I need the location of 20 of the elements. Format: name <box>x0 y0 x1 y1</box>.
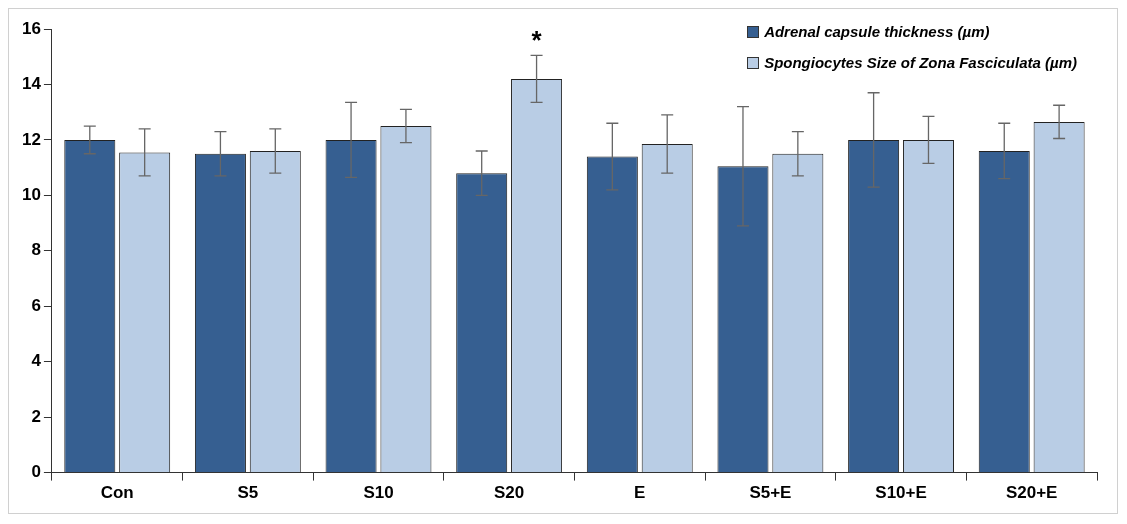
y-tick-label: 14 <box>21 74 42 94</box>
x-tick-label: E <box>634 483 646 503</box>
y-tick-label: 6 <box>31 295 41 315</box>
y-tick-label: 10 <box>21 185 41 205</box>
y-tick-label: 12 <box>21 129 41 149</box>
y-tick-label: 4 <box>31 351 42 371</box>
x-tick-label: S20+E <box>1005 483 1058 503</box>
x-tick-label: S10+E <box>875 483 927 503</box>
y-tick-label: 16 <box>21 18 41 38</box>
y-tick-label: 0 <box>31 462 41 482</box>
y-tick-label: 2 <box>31 406 41 426</box>
x-tick-label: S5+E <box>749 483 792 503</box>
x-tick-label: S10 <box>363 483 394 503</box>
y-tick-label: 8 <box>31 240 41 260</box>
legend-label: Spongiocytes Size of Zona Fasciculata (µm) <box>764 54 1077 71</box>
x-tick-label: S5 <box>237 483 259 503</box>
legend-label: Adrenal capsule thickness (µm) <box>764 23 990 40</box>
annotation: * <box>531 24 543 55</box>
x-tick-label: S20 <box>494 483 525 503</box>
x-tick-label: Con <box>100 483 134 503</box>
